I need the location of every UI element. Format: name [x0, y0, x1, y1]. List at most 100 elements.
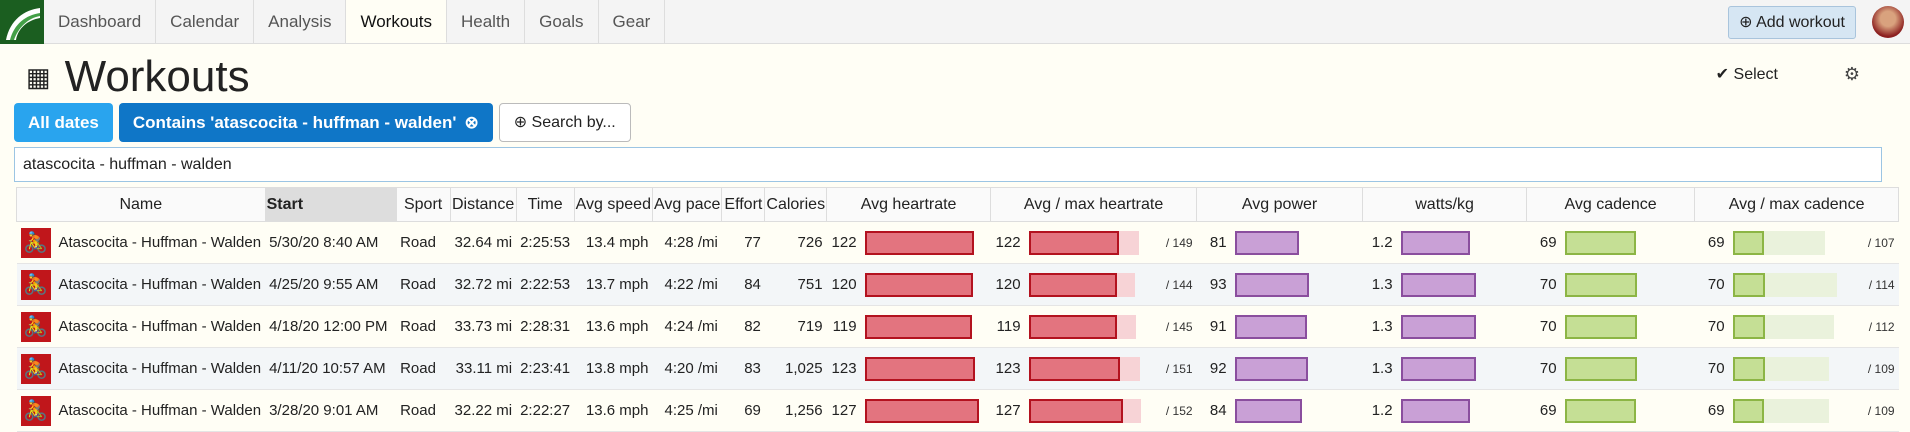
cell: 70 / 112 — [1699, 314, 1895, 339]
cell: 1.2 — [1367, 398, 1523, 423]
column-header[interactable]: watts/kg — [1362, 187, 1528, 222]
workout-row[interactable]: 🚴 Atascocita - Huffman - Walden 4/11/20 10… — [16, 347, 1899, 390]
column-header[interactable]: Name — [16, 187, 266, 222]
sport-icon: 🚴 — [20, 395, 51, 426]
cell: 127 — [831, 398, 987, 423]
cell: Road — [396, 305, 451, 348]
column-header[interactable]: Start — [264, 187, 397, 222]
table-icon: ▦ — [26, 61, 51, 92]
cell: 127 / 152 — [990, 389, 1197, 432]
cell: 69 — [1531, 230, 1691, 255]
value: 1.3 — [1371, 318, 1393, 335]
nav-tab[interactable]: Calendar — [156, 0, 255, 43]
cell: 4:20 /mi — [652, 347, 722, 390]
cell: 32.72 mi — [450, 263, 517, 306]
cell: 122 / 149 — [990, 221, 1197, 264]
bar-track — [1028, 314, 1136, 339]
logo[interactable] — [0, 0, 44, 44]
column-header[interactable]: Avg power — [1196, 187, 1364, 222]
value: 1.3 — [1371, 360, 1393, 377]
cell: Road — [396, 389, 451, 432]
workout-link[interactable]: Atascocita - Huffman - Walden — [58, 360, 262, 377]
workouts-table: Name Start Sport Distance Time Avg speed Avg p… — [16, 187, 1900, 432]
bar — [1234, 272, 1309, 297]
cell: 2:23:41 — [516, 347, 575, 390]
column-header[interactable]: Avg / max cadence — [1694, 187, 1900, 222]
search-by-button[interactable]: ⊕ Search by... — [498, 103, 631, 142]
max-label: / 145 — [1165, 319, 1193, 334]
cell: 69 / 107 — [1694, 221, 1899, 264]
cell: Road — [396, 263, 451, 306]
workout-row[interactable]: 🚴 Atascocita - Huffman - Walden 3/28/20 9:… — [16, 389, 1899, 432]
value: 122 — [831, 234, 857, 251]
name-cell: 🚴 Atascocita - Huffman - Walden — [16, 305, 266, 348]
column-header[interactable]: Distance — [449, 187, 517, 222]
column-header[interactable]: Avg pace — [651, 187, 723, 222]
value: 122 — [995, 234, 1021, 251]
nav-tab[interactable]: Workouts — [346, 0, 447, 43]
cell: 93 — [1201, 272, 1359, 297]
add-workout-button[interactable]: ⊕ Add workout — [1728, 6, 1856, 39]
workout-link[interactable]: Atascocita - Huffman - Walden — [58, 402, 262, 419]
cell: Road — [396, 347, 451, 390]
cell: 32.64 mi — [450, 221, 517, 264]
bar — [864, 230, 975, 255]
value: 69 — [1707, 234, 1725, 251]
workout-row[interactable]: 🚴 Atascocita - Huffman - Walden 5/30/20 8:… — [16, 221, 1899, 264]
column-header[interactable]: Calories — [764, 187, 828, 222]
cell: 🚴 Atascocita - Huffman - Walden — [20, 395, 262, 426]
bar — [1234, 230, 1300, 255]
cell: 70 — [1531, 314, 1691, 339]
column-header[interactable]: Avg speed — [573, 187, 653, 222]
workout-link[interactable]: Atascocita - Huffman - Walden — [58, 276, 262, 293]
column-header[interactable]: Effort — [721, 187, 766, 222]
workout-link[interactable]: Atascocita - Huffman - Walden — [58, 234, 262, 251]
max-label: / 144 — [1165, 277, 1193, 292]
bar-fill — [1028, 398, 1123, 423]
workout-row[interactable]: 🚴 Atascocita - Huffman - Walden 4/25/20 9:… — [16, 263, 1899, 306]
bar — [1564, 230, 1637, 255]
filter-remove[interactable]: ⊗ — [464, 113, 479, 132]
column-header[interactable]: Time — [515, 187, 575, 222]
column-header[interactable]: Sport — [395, 187, 451, 222]
filter-chip[interactable]: All dates — [14, 103, 113, 142]
cell: 93 — [1196, 263, 1363, 306]
nav-tab[interactable]: Health — [447, 0, 526, 43]
max-label: / 109 — [1867, 403, 1895, 418]
cell: 81 — [1196, 221, 1363, 264]
column-header[interactable]: Avg heartrate — [826, 187, 992, 222]
bar — [1234, 314, 1308, 339]
cell: 81 — [1201, 230, 1359, 255]
cell: 🚴 Atascocita - Huffman - Walden — [20, 353, 262, 384]
settings-button[interactable]: ⚙ — [1843, 64, 1860, 84]
nav-tab[interactable]: Analysis — [254, 0, 347, 43]
select-button[interactable]: ✔ Select — [1715, 66, 1778, 83]
value: 69 — [1539, 234, 1557, 251]
column-header[interactable]: Avg / max heartrate — [990, 187, 1198, 222]
bar-fill — [1732, 230, 1764, 255]
nav-tab[interactable]: Gear — [599, 0, 666, 43]
filter-chip[interactable]: Contains 'atascocita - huffman - walden'… — [118, 103, 493, 142]
value: 84 — [1209, 402, 1227, 419]
bar — [1564, 398, 1637, 423]
bar — [1400, 272, 1476, 297]
cell: 70 — [1531, 356, 1691, 381]
max-label: / 107 — [1867, 235, 1895, 250]
filter-label: All dates — [28, 113, 99, 132]
value: 69 — [1539, 402, 1557, 419]
nav-tab[interactable]: Goals — [525, 0, 599, 43]
value: 127 — [995, 402, 1021, 419]
cell: 77 — [721, 221, 765, 264]
bar-track — [1028, 272, 1136, 297]
search-box[interactable]: atascocita - huffman - walden — [14, 147, 1882, 182]
title-text: Workouts — [64, 52, 250, 101]
bar-fill — [1732, 398, 1764, 423]
avatar[interactable] — [1872, 6, 1904, 38]
workout-link[interactable]: Atascocita - Huffman - Walden — [58, 318, 262, 335]
value: 92 — [1209, 360, 1227, 377]
column-header[interactable]: Avg cadence — [1526, 187, 1696, 222]
nav-tab[interactable]: Dashboard — [44, 0, 157, 43]
filters: All dates Contains 'atascocita - huffman … — [14, 103, 631, 142]
workout-row[interactable]: 🚴 Atascocita - Huffman - Walden 4/18/20 12… — [16, 305, 1899, 348]
cell: 84 — [1196, 389, 1363, 432]
